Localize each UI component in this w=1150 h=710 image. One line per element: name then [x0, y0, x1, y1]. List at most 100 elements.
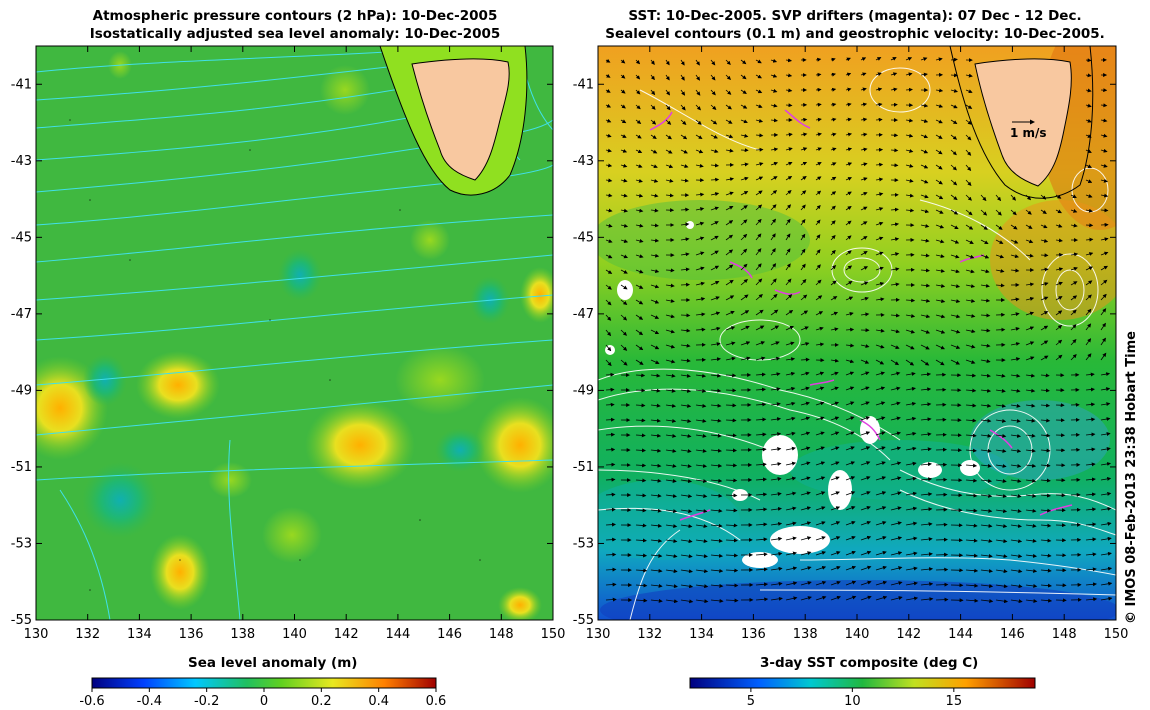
velocity-arrow	[785, 218, 791, 226]
velocity-arrow	[920, 597, 934, 602]
velocity-arrow	[815, 491, 826, 496]
velocity-arrow	[650, 299, 660, 304]
velocity-arrow	[1100, 308, 1107, 316]
velocity-arrow	[635, 403, 646, 408]
velocity-arrow	[920, 209, 930, 214]
velocity-arrow	[1085, 88, 1092, 93]
velocity-arrow	[725, 177, 735, 182]
velocity-arrow	[860, 117, 868, 122]
velocity-arrow	[755, 356, 766, 361]
velocity-arrow	[665, 119, 672, 125]
velocity-arrow	[800, 204, 806, 211]
velocity-arrow	[995, 464, 1007, 468]
velocity-arrow	[740, 341, 751, 346]
velocity-arrow	[1025, 553, 1037, 558]
velocity-scale-label: 1 m/s	[1010, 126, 1047, 140]
velocity-arrow	[1100, 536, 1112, 541]
velocity-arrow	[995, 209, 1002, 216]
velocity-arrow	[620, 59, 626, 64]
left-title-line2: Isostatically adjusted sea level anomaly…	[89, 26, 501, 42]
velocity-arrow	[800, 581, 812, 586]
velocity-arrow	[1040, 296, 1049, 301]
velocity-arrow	[965, 284, 976, 289]
velocity-arrow	[605, 118, 612, 123]
velocity-arrow	[1025, 403, 1036, 408]
velocity-arrow	[650, 523, 663, 528]
velocity-arrow	[665, 554, 678, 559]
velocity-arrow	[650, 104, 656, 110]
velocity-arrow	[890, 596, 903, 601]
velocity-arrow	[890, 446, 902, 451]
velocity-arrow	[740, 248, 748, 256]
velocity-arrow	[890, 551, 903, 556]
velocity-arrow	[980, 523, 993, 528]
velocity-arrow	[980, 313, 991, 318]
svp-drifters	[649, 109, 1073, 521]
velocity-arrow	[635, 359, 644, 365]
x-tick-label: 144	[948, 627, 973, 642]
velocity-arrow	[905, 57, 913, 61]
velocity-arrow	[710, 463, 723, 468]
velocity-arrow	[890, 252, 900, 257]
velocity-arrow	[860, 505, 871, 511]
velocity-arrow	[635, 238, 644, 243]
velocity-arrow	[860, 162, 868, 167]
velocity-arrow	[920, 372, 932, 377]
velocity-arrow	[845, 520, 856, 526]
velocity-arrow	[665, 89, 671, 96]
velocity-arrow	[890, 148, 899, 153]
velocity-arrow	[1085, 237, 1094, 242]
velocity-arrow	[770, 402, 781, 407]
velocity-arrow	[860, 401, 870, 406]
velocity-arrow	[860, 416, 870, 421]
velocity-arrow	[995, 584, 1008, 589]
velocity-arrow	[995, 403, 1007, 408]
velocity-arrow	[695, 479, 708, 483]
velocity-arrow	[680, 388, 692, 393]
x-tick-label: 144	[385, 627, 410, 642]
velocity-arrow	[1100, 148, 1108, 153]
velocity-arrow	[905, 371, 916, 376]
velocity-arrow	[1085, 597, 1098, 602]
velocity-arrow	[635, 299, 644, 305]
velocity-arrow	[755, 432, 767, 437]
velocity-arrow	[920, 567, 934, 572]
velocity-arrow	[1025, 373, 1036, 378]
velocity-arrow	[1100, 596, 1113, 601]
velocity-arrow	[950, 119, 958, 125]
velocity-arrow	[1025, 568, 1038, 573]
velocity-arrow	[920, 477, 933, 482]
velocity-arrow	[800, 536, 812, 541]
velocity-arrow	[680, 222, 690, 227]
velocity-arrow	[785, 263, 791, 271]
velocity-arrow	[815, 342, 825, 347]
velocity-arrow	[740, 89, 747, 95]
velocity-arrow	[920, 582, 934, 587]
velocity-arrow	[1070, 194, 1077, 198]
velocity-arrow	[725, 583, 739, 588]
velocity-arrow	[1040, 388, 1050, 393]
velocity-arrow	[665, 569, 678, 574]
velocity-arrow	[815, 521, 826, 526]
velocity-arrow	[755, 567, 768, 572]
velocity-arrow	[905, 148, 914, 153]
velocity-arrow	[845, 250, 852, 256]
velocity-arrow	[605, 507, 616, 512]
velocity-arrow	[605, 432, 616, 437]
velocity-arrow	[1085, 432, 1096, 437]
y-tick-label: -41	[573, 77, 594, 92]
velocity-arrow	[1100, 432, 1111, 436]
velocity-arrow	[890, 431, 902, 436]
velocity-arrow	[665, 359, 676, 364]
velocity-arrow	[1025, 224, 1033, 229]
velocity-arrow	[1085, 58, 1092, 63]
velocity-arrow	[635, 478, 647, 483]
velocity-arrow	[635, 418, 646, 423]
velocity-arrow	[980, 538, 993, 543]
right-title-line2: Sealevel contours (0.1 m) and geostrophi…	[605, 26, 1105, 42]
colorbar-tick-label: 0	[260, 694, 268, 709]
velocity-arrow	[980, 448, 992, 453]
velocity-arrow	[1085, 118, 1092, 123]
velocity-arrow	[800, 147, 808, 152]
velocity-arrow	[1025, 239, 1034, 244]
